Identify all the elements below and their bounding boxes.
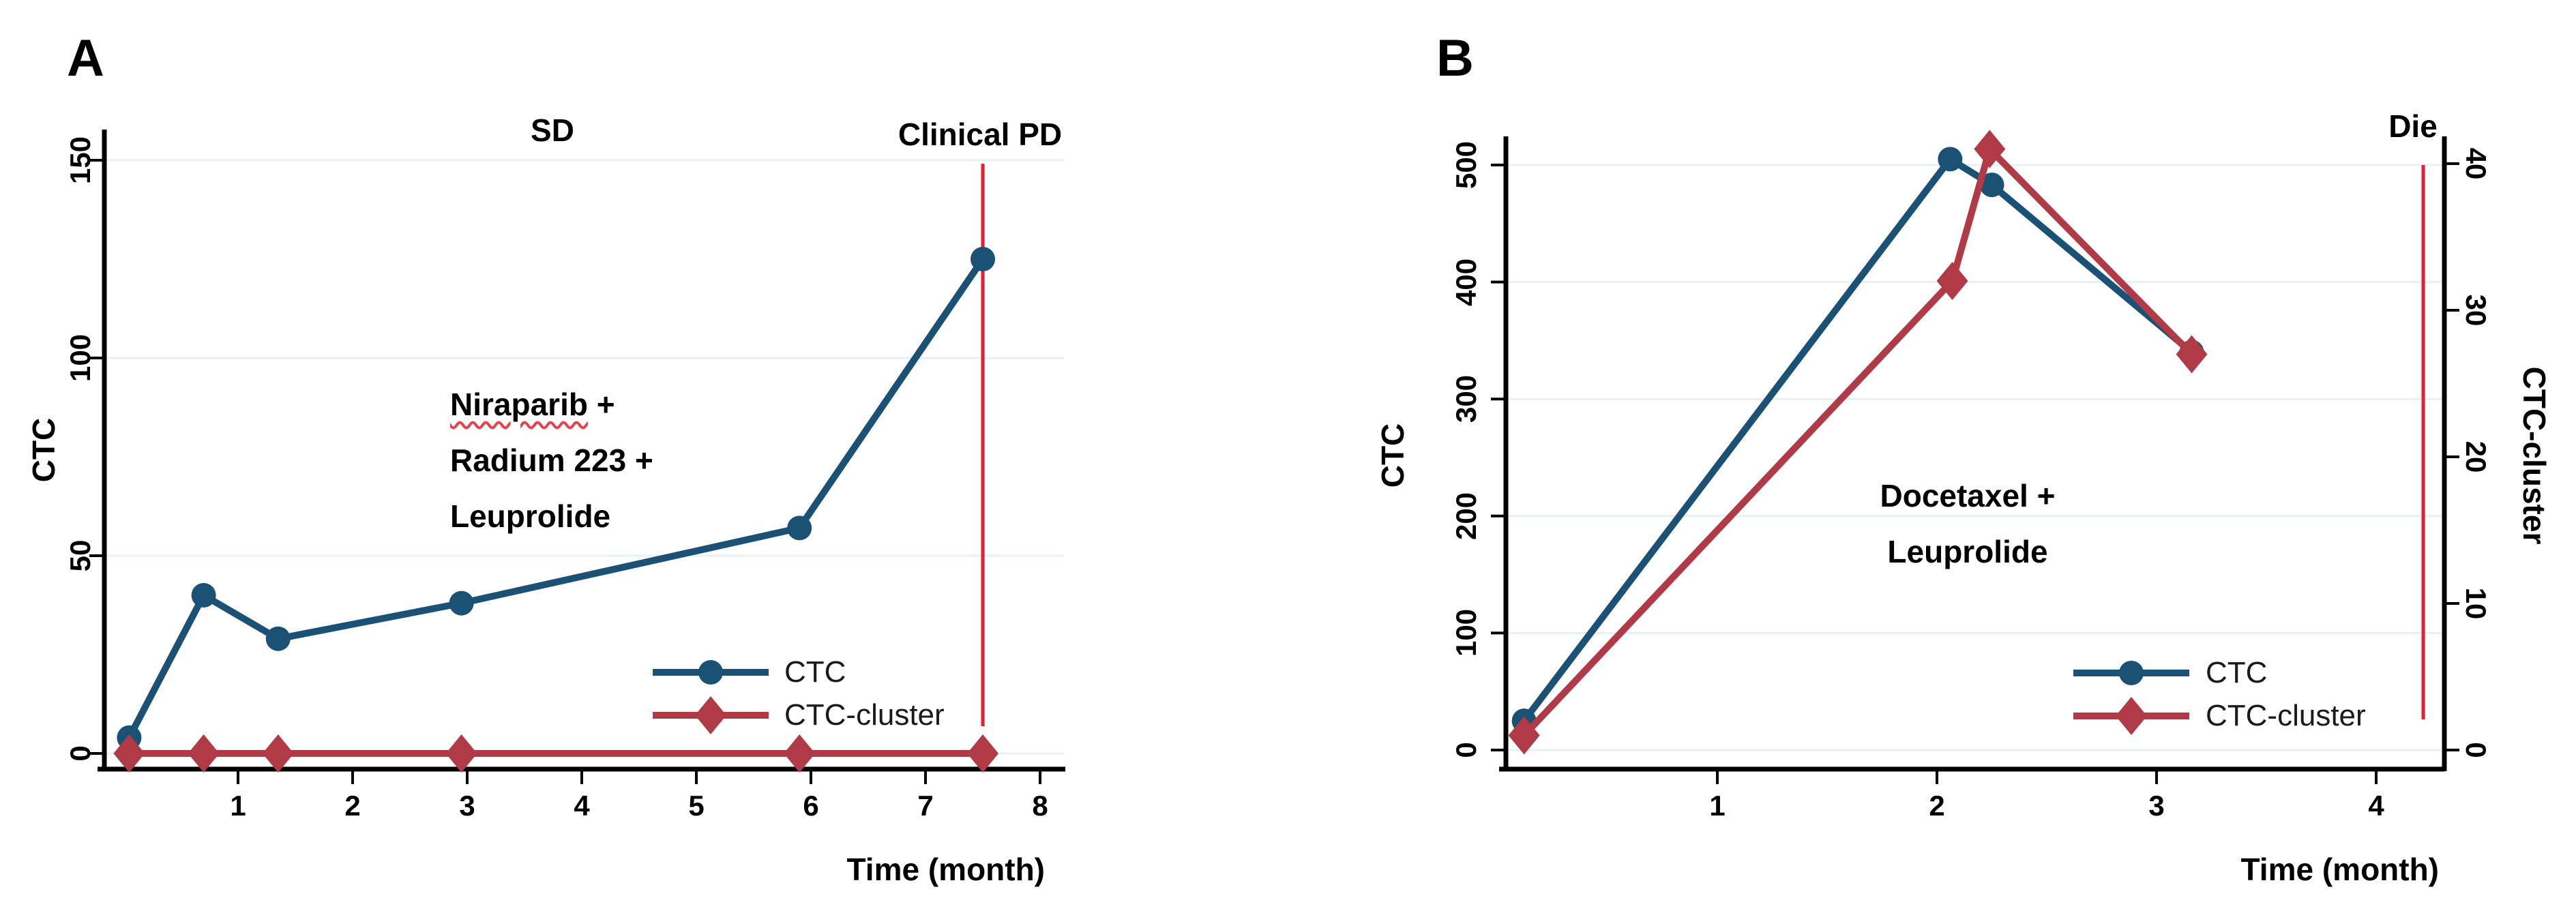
- y-tick-label: 200: [1450, 492, 1482, 540]
- panel-a-label: A: [67, 29, 105, 87]
- x-tick-label: 3: [2148, 790, 2165, 822]
- y-axis-title-b: CTC: [1375, 423, 1410, 488]
- y2-tick-label: 0: [2460, 742, 2492, 758]
- x-tick-label: 1: [230, 790, 246, 822]
- x-tick-label: 2: [344, 790, 361, 822]
- x-tick-label: 4: [574, 790, 590, 822]
- x-tick-label: 3: [459, 790, 475, 822]
- treatment-annotation-a: Niraparib + Radium 223 + Leuprolide: [450, 376, 653, 544]
- y-tick-label: 100: [64, 333, 96, 383]
- y2-tick-label: 20: [2460, 440, 2492, 473]
- x-tick-label: 2: [1929, 790, 1945, 822]
- y-tick-label: 150: [64, 136, 96, 185]
- treatment-line-1: Docetaxel +: [1880, 478, 2056, 513]
- y2-tick-label: 30: [2460, 294, 2492, 327]
- treatment-annotation-b: Docetaxel + Leuprolide: [1880, 468, 2056, 580]
- x-tick-label: 1: [1709, 790, 1726, 822]
- x-axis-title-b: Time (month): [2240, 852, 2439, 887]
- treatment-line-2: Leuprolide: [1887, 534, 2048, 569]
- y2-tick-label: 40: [2460, 147, 2492, 180]
- event-label-clinical-pd: Clinical PD: [898, 117, 1063, 152]
- y-axis-title-a: CTC: [26, 417, 61, 483]
- treatment-word-suffix: +: [587, 387, 615, 422]
- x-axis-title-a: Time (month): [846, 852, 1045, 887]
- x-tick-label: 8: [1032, 790, 1048, 822]
- x-tick-label: 6: [803, 790, 819, 822]
- y-tick-label: 500: [1450, 140, 1482, 190]
- phase-label-sd: SD: [531, 113, 574, 148]
- x-tick-label: 5: [688, 790, 705, 822]
- y2-axis-title-b: CTC-cluster: [2517, 366, 2552, 545]
- legend-label-ctc-b: CTC: [2206, 656, 2268, 689]
- legend-label-ctc-cluster-a: CTC-cluster: [784, 698, 945, 732]
- legend-label-ctc-a: CTC: [784, 655, 846, 689]
- treatment-word-underlined: Niraparib: [450, 387, 588, 422]
- y2-tick-label: 10: [2460, 587, 2492, 620]
- treatment-line-3: Leuprolide: [450, 498, 611, 534]
- y-tick-label: 0: [64, 745, 96, 762]
- y-tick-label: 0: [1450, 742, 1482, 758]
- x-tick-label: 4: [2368, 790, 2384, 822]
- y-tick-label: 50: [64, 539, 96, 572]
- y-tick-label: 100: [1450, 609, 1482, 657]
- panel-b-label: B: [1436, 29, 1475, 87]
- y-tick-label: 400: [1450, 258, 1482, 306]
- legend-label-ctc-cluster-b: CTC-cluster: [2206, 699, 2366, 732]
- treatment-line-1: Niraparib +: [450, 376, 653, 432]
- x-tick-label: 7: [917, 790, 934, 822]
- event-label-die: Die: [2388, 108, 2438, 144]
- treatment-line-2: Radium 223 +: [450, 443, 653, 478]
- y-tick-label: 300: [1450, 375, 1482, 423]
